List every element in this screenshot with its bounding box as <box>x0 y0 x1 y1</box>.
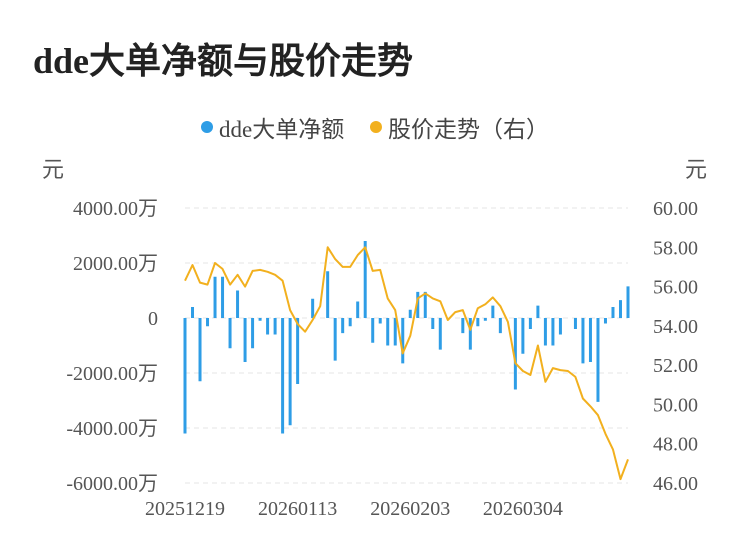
bar <box>573 318 577 329</box>
bar <box>363 241 367 318</box>
bar <box>476 318 480 327</box>
bar <box>423 291 427 318</box>
x-tick-label: 20260113 <box>258 498 337 520</box>
bar <box>288 318 292 426</box>
legend-label-price: 股价走势（右） <box>387 117 549 142</box>
legend-dot-dde <box>201 121 214 133</box>
bar <box>483 318 487 321</box>
legend-item-dde[interactable]: dde大单净额 <box>201 110 344 144</box>
bar <box>603 318 607 324</box>
y-right-tick-label: 52.00 <box>653 355 698 377</box>
bar <box>273 318 277 335</box>
bar <box>461 318 465 334</box>
bar <box>543 318 547 346</box>
bar <box>191 307 195 318</box>
bar <box>198 318 202 382</box>
bar <box>528 318 532 329</box>
bar <box>491 305 495 318</box>
bar <box>618 300 622 318</box>
bar <box>536 305 540 318</box>
y-right-tick-label: 46.00 <box>653 473 698 495</box>
y-left-unit: 元 <box>42 157 64 182</box>
bar <box>378 318 382 324</box>
bar <box>333 318 337 361</box>
bar <box>213 276 217 318</box>
y-right-tick-label: 58.00 <box>653 237 698 259</box>
y-left-tick-label: -2000.00万 <box>66 363 158 385</box>
y-left-tick-label: -6000.00万 <box>66 473 158 495</box>
y-right-tick-label: 50.00 <box>653 394 698 416</box>
x-tick-label: 20251219 <box>145 498 225 520</box>
bar <box>401 318 405 364</box>
bar <box>243 318 247 362</box>
y-left-tick-label: -4000.00万 <box>66 418 158 440</box>
y-right-tick-label: 60.00 <box>653 198 698 220</box>
bar <box>386 318 390 346</box>
bar <box>266 318 270 335</box>
chart-title: dde大单净额与股价走势 <box>33 41 414 81</box>
bar <box>371 318 375 343</box>
bar <box>341 318 345 334</box>
bar <box>581 318 585 364</box>
price-line <box>184 246 629 481</box>
bar <box>393 318 397 346</box>
y-left-tick-label: 0 <box>148 308 158 330</box>
bar <box>521 318 525 354</box>
bar <box>228 318 232 349</box>
legend-label-dde: dde大单净额 <box>219 117 345 142</box>
y-right-tick-label: 48.00 <box>653 434 698 456</box>
bar <box>498 318 502 334</box>
bar <box>348 318 352 327</box>
bar <box>513 318 517 390</box>
x-tick-label: 20260304 <box>483 498 563 520</box>
bar <box>236 290 240 318</box>
bar <box>281 318 285 434</box>
bar <box>558 318 562 335</box>
bar <box>251 318 255 349</box>
y-left-tick-label: 4000.00万 <box>73 198 158 220</box>
y-right-unit: 元 <box>685 157 707 182</box>
bar <box>416 291 420 318</box>
bar <box>221 276 225 318</box>
bar <box>468 318 472 350</box>
bar <box>296 318 300 384</box>
legend-dot-price <box>369 121 382 133</box>
bar <box>183 318 187 434</box>
y-left-tick-label: 2000.00万 <box>73 253 158 275</box>
bar <box>431 318 435 329</box>
bar <box>611 307 615 318</box>
bar <box>626 286 630 318</box>
bar <box>438 318 442 350</box>
bar <box>258 318 262 321</box>
chart-legend: dde大单净额 股价走势（右） <box>0 110 750 144</box>
bar <box>408 309 412 318</box>
legend-item-price[interactable]: 股价走势（右） <box>369 110 549 144</box>
bar <box>588 318 592 362</box>
y-right-tick-label: 56.00 <box>653 277 698 299</box>
x-tick-label: 20260203 <box>370 498 450 520</box>
bar <box>356 301 360 318</box>
bar <box>596 318 600 402</box>
bar <box>311 298 315 318</box>
bar <box>326 271 330 318</box>
bar <box>551 318 555 346</box>
y-right-tick-label: 54.00 <box>653 316 698 338</box>
bar <box>206 318 210 327</box>
